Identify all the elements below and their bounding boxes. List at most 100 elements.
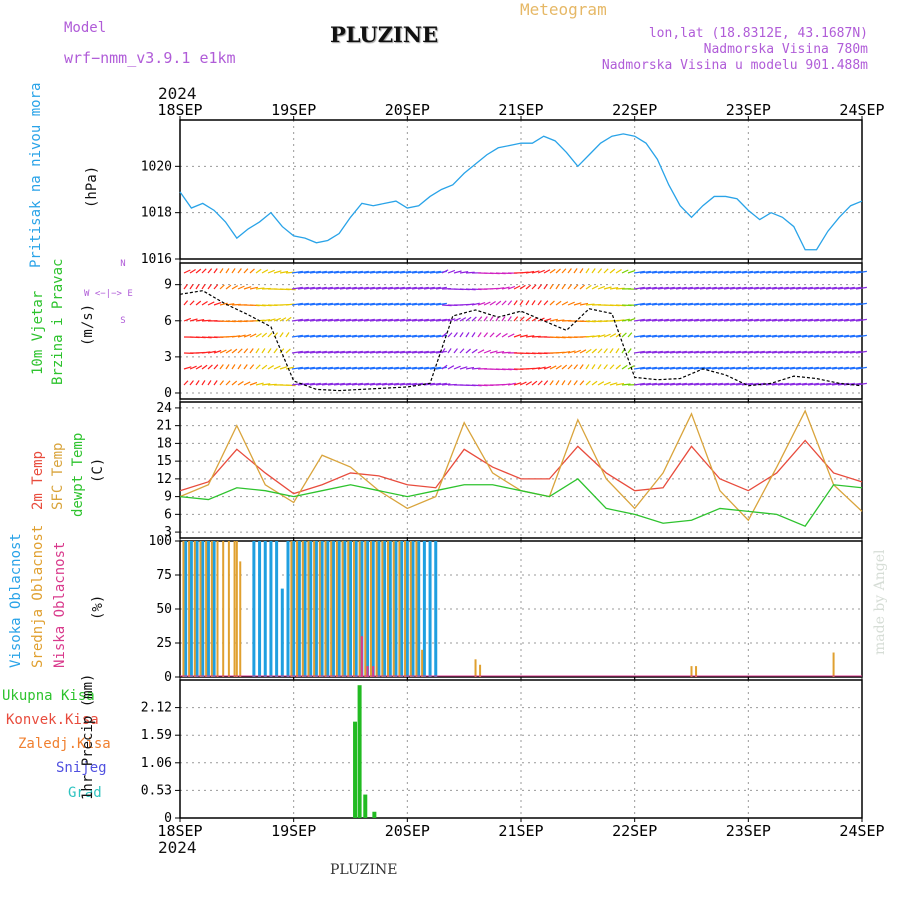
wind-barb bbox=[471, 367, 481, 370]
wind-barb bbox=[585, 303, 595, 306]
wind-barb bbox=[411, 366, 423, 370]
wind-barb bbox=[675, 334, 687, 338]
wind-barb bbox=[573, 364, 579, 370]
wind-barb bbox=[663, 270, 675, 274]
wind-barb bbox=[657, 366, 669, 370]
wind-barb bbox=[423, 350, 435, 354]
wind-barb bbox=[471, 332, 476, 338]
wind-barb bbox=[579, 364, 584, 370]
wind-barb bbox=[345, 366, 357, 370]
wind-barb bbox=[849, 350, 861, 354]
wind-barb bbox=[531, 300, 536, 306]
wind-barb bbox=[441, 348, 446, 354]
wind-barb bbox=[459, 366, 468, 370]
wind-barb bbox=[525, 270, 535, 274]
wind-barb bbox=[543, 365, 552, 370]
wind-barb bbox=[759, 366, 771, 370]
wind-barb bbox=[591, 380, 598, 386]
mid-cloud-bar bbox=[235, 541, 238, 677]
wind-barb bbox=[405, 270, 417, 274]
precip-freezing-label: Zaledj.Kisa bbox=[18, 736, 111, 752]
wind-barb bbox=[705, 334, 717, 338]
wind-barb bbox=[357, 334, 369, 338]
wind-barb bbox=[321, 286, 333, 290]
mid-cloud-bar bbox=[358, 541, 361, 677]
wind-barb bbox=[411, 334, 423, 338]
mid-cloud-bar bbox=[375, 541, 378, 677]
wind-barb bbox=[327, 318, 339, 322]
wind-barb bbox=[513, 382, 522, 386]
y-tick-label: 1018 bbox=[141, 206, 172, 221]
wind-barb bbox=[543, 380, 549, 386]
model-altitude-text: Nadmorska Visina u modelu 901.488m bbox=[601, 58, 868, 73]
wind-barb bbox=[783, 366, 795, 370]
wind-barb bbox=[837, 334, 849, 338]
high-cloud-bar bbox=[201, 541, 205, 677]
wind-barb bbox=[687, 302, 699, 306]
wind-barb bbox=[567, 284, 572, 290]
wind-barb bbox=[255, 332, 262, 338]
wind-barb bbox=[261, 364, 268, 370]
high-cloud-bar bbox=[388, 541, 392, 677]
wind-barb bbox=[687, 366, 699, 370]
wind-barb bbox=[231, 335, 241, 338]
wind-barb bbox=[477, 349, 485, 354]
wind-barb bbox=[225, 380, 231, 386]
mid-cloud-bar bbox=[832, 652, 835, 677]
wind-barb bbox=[501, 316, 506, 322]
wind-barb bbox=[483, 301, 491, 306]
mid-cloud-bar bbox=[330, 541, 333, 677]
wind-barb bbox=[399, 382, 411, 386]
wind-barb bbox=[849, 334, 861, 338]
wind-barb bbox=[585, 348, 592, 354]
wind-barb bbox=[273, 365, 281, 370]
compass-north: N bbox=[120, 259, 126, 269]
wind-barb bbox=[687, 318, 699, 322]
wind-barb bbox=[669, 350, 681, 354]
wind-barb bbox=[231, 285, 239, 290]
wind-barb bbox=[801, 334, 813, 338]
wind-barb bbox=[579, 268, 584, 274]
wind-barb bbox=[399, 270, 411, 274]
wind-barb bbox=[399, 350, 411, 354]
wind-barb bbox=[705, 350, 717, 354]
wind-barb bbox=[741, 366, 753, 370]
wind-barb bbox=[597, 334, 606, 338]
wind-barb bbox=[693, 270, 705, 274]
y-tick-label: 100 bbox=[149, 534, 172, 549]
wind-barb bbox=[201, 364, 208, 370]
wind-barb bbox=[741, 302, 753, 306]
wind-barb bbox=[609, 333, 617, 338]
wind-barb bbox=[855, 350, 867, 354]
wind-barb bbox=[315, 334, 327, 338]
wind-barb bbox=[645, 302, 657, 306]
mid-cloud-bar bbox=[335, 541, 338, 677]
wind-barb bbox=[249, 348, 254, 354]
wind-barb bbox=[693, 382, 705, 386]
wind-barb bbox=[327, 334, 339, 338]
wind-barb bbox=[831, 302, 843, 306]
wind-barb bbox=[729, 382, 741, 386]
wind-barb bbox=[243, 268, 249, 274]
wind-barb bbox=[435, 334, 447, 338]
mid-cloud-bar bbox=[324, 541, 327, 677]
wind-barb bbox=[417, 318, 429, 322]
wind-barb bbox=[711, 334, 723, 338]
wind-barb bbox=[801, 318, 813, 322]
wind-barb bbox=[693, 286, 705, 290]
mid-cloud-bar bbox=[233, 541, 236, 677]
wind-barb bbox=[351, 270, 363, 274]
wind-barb bbox=[555, 268, 561, 274]
wind-barb bbox=[369, 382, 381, 386]
wind-barb bbox=[195, 300, 202, 306]
wind-barb bbox=[789, 366, 801, 370]
precip-total-bar bbox=[357, 685, 362, 818]
wind-barb bbox=[717, 270, 729, 274]
wind-barb bbox=[291, 350, 303, 354]
meteogram-label: Meteogram bbox=[520, 0, 607, 19]
wind-barb bbox=[843, 366, 855, 370]
wind-barb bbox=[831, 366, 843, 370]
wind-barb bbox=[663, 318, 675, 322]
wind-barb bbox=[765, 334, 777, 338]
mid-cloud-bar bbox=[352, 541, 355, 677]
